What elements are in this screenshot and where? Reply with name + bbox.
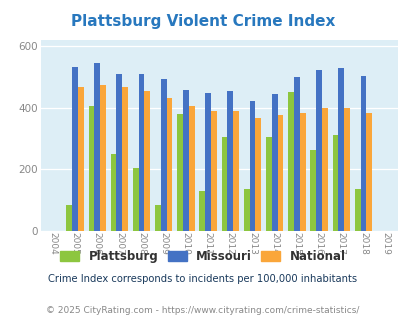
Bar (365, 113, 371, 231)
Bar (160, 79, 166, 231)
Bar (122, 87, 128, 231)
Bar (111, 154, 116, 231)
Bar (338, 68, 343, 231)
Bar (354, 189, 360, 231)
Bar (205, 93, 211, 231)
Bar (211, 111, 216, 231)
Bar (227, 91, 232, 231)
Bar (166, 98, 172, 231)
Bar (299, 113, 305, 231)
Legend: Plattsburg, Missouri, National: Plattsburg, Missouri, National (55, 245, 350, 268)
Bar (144, 90, 150, 231)
Bar (155, 205, 160, 231)
Bar (78, 86, 83, 231)
Bar (343, 108, 349, 231)
Bar (288, 92, 293, 231)
Bar (132, 168, 139, 231)
Bar (310, 150, 315, 231)
Text: Crime Index corresponds to incidents per 100,000 inhabitants: Crime Index corresponds to incidents per… (48, 274, 357, 284)
Bar (360, 76, 365, 231)
Bar (139, 75, 144, 231)
Bar (177, 114, 183, 231)
Bar (94, 63, 100, 231)
Bar (265, 137, 271, 231)
Bar (249, 101, 255, 231)
Bar (277, 115, 283, 231)
Bar (183, 90, 188, 231)
Text: © 2025 CityRating.com - https://www.cityrating.com/crime-statistics/: © 2025 CityRating.com - https://www.city… (46, 306, 359, 315)
Bar (243, 189, 249, 231)
Bar (232, 111, 239, 231)
Bar (221, 138, 227, 231)
Bar (199, 191, 205, 231)
Bar (66, 205, 72, 231)
Bar (332, 135, 338, 231)
Bar (188, 106, 194, 231)
Bar (100, 85, 106, 231)
Bar (116, 75, 122, 231)
Bar (72, 67, 78, 231)
Bar (321, 108, 327, 231)
Bar (271, 94, 277, 231)
Bar (293, 77, 299, 231)
Bar (315, 70, 321, 231)
Bar (255, 118, 260, 231)
Text: Plattsburg Violent Crime Index: Plattsburg Violent Crime Index (70, 14, 335, 29)
Bar (88, 106, 94, 231)
